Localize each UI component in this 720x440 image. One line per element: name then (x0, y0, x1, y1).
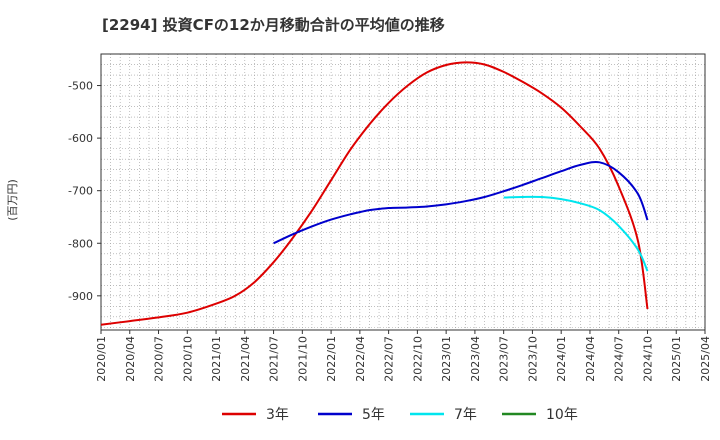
legend: 3年 5年 7年 10年 (222, 407, 578, 423)
x-tick-label: 2025/01 (670, 336, 683, 382)
x-tick-label: 2023/01 (440, 336, 453, 382)
x-tick-label: 2025/04 (699, 336, 712, 382)
x-tick-label: 2020/07 (153, 336, 166, 382)
x-tick-label: 2021/01 (210, 336, 223, 382)
x-tick-label: 2022/07 (383, 336, 396, 382)
series-line-3年 (100, 61, 649, 326)
x-tick-label: 2023/04 (469, 336, 482, 382)
x-tick-label: 2024/10 (641, 336, 654, 382)
x-tick-label: 2024/04 (584, 336, 597, 382)
x-tick-label: 2021/07 (268, 336, 281, 382)
chart-title: [2294] 投資CFの12か月移動合計の平均値の推移 (102, 16, 445, 34)
y-tick-label: -500 (68, 80, 93, 93)
y-tick-label: -800 (68, 237, 93, 250)
x-tick-label: 2022/01 (325, 336, 338, 382)
x-tick-label: 2021/04 (239, 336, 252, 382)
axis-labels: -500 -600 -700 -800 -900 2020/01 2020/04 2020/0… (68, 80, 712, 382)
series-line-7年 (503, 195, 649, 272)
x-tick-label: 2023/07 (498, 336, 511, 382)
y-tick-label: -600 (68, 132, 93, 145)
x-tick-label: 2021/10 (296, 336, 309, 382)
plot-area (100, 53, 706, 331)
y-tick-label: -900 (68, 290, 93, 303)
x-tick-label: 2024/07 (613, 336, 626, 382)
legend-label-7年: 7年 (454, 407, 477, 423)
legend-label-10年: 10年 (546, 407, 578, 423)
x-tick-label: 2024/01 (555, 336, 568, 382)
x-tick-label: 2023/10 (526, 336, 539, 382)
x-tick-label: 2022/04 (354, 336, 367, 382)
legend-label-3年: 3年 (266, 407, 289, 423)
series-line-5年 (273, 160, 649, 245)
x-tick-label: 2020/01 (95, 336, 108, 382)
legend-label-5年: 5年 (362, 407, 385, 423)
y-axis-label: (百万円) (6, 179, 19, 221)
y-tick-label: -700 (68, 185, 93, 198)
x-tick-label: 2020/04 (124, 336, 137, 382)
grid-lines (100, 53, 706, 330)
series-lines (100, 61, 649, 326)
x-tick-label: 2022/10 (411, 336, 424, 382)
x-tick-label: 2020/10 (181, 336, 194, 382)
